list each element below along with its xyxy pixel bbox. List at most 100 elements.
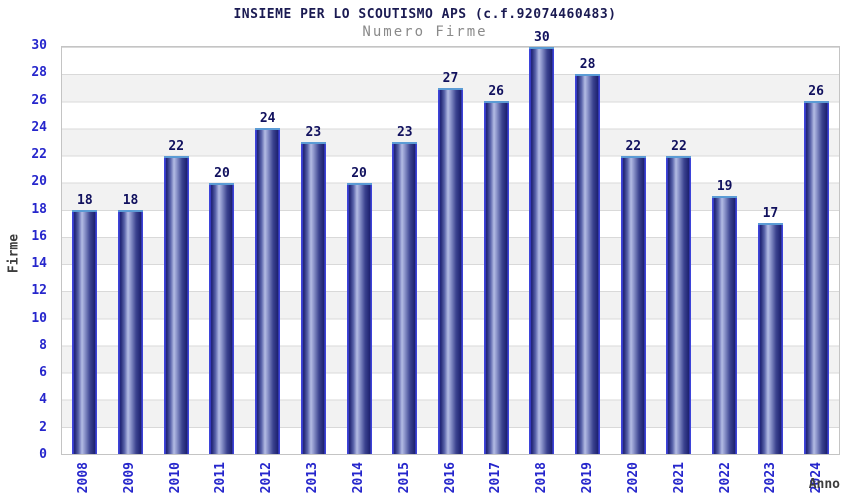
y-tick-label: 0	[39, 447, 47, 462]
bar-2022	[712, 196, 738, 454]
x-tick-label: 2009	[121, 462, 137, 494]
bar-value-label: 22	[625, 138, 642, 154]
y-tick-label: 2	[39, 419, 47, 435]
y-tick-label: 8	[39, 337, 47, 353]
x-tick-cell: 2021	[657, 456, 703, 500]
bar-2017	[483, 101, 509, 454]
y-tick-label: 18	[31, 201, 47, 217]
x-tick-cell: 2023	[748, 456, 794, 500]
x-tick-label: 2017	[488, 462, 504, 494]
bar-2010	[163, 155, 189, 454]
bar-2011	[209, 182, 235, 454]
bar-2018	[529, 47, 555, 454]
x-axis-ticks: 2008 2009 2010 2011 2012 2013 2014 2015 2016 2017…	[61, 456, 840, 500]
x-tick-cell: 2014	[336, 456, 382, 500]
x-tick-cell: 2012	[244, 456, 290, 500]
bar-value-label: 26	[808, 84, 824, 100]
bar-slot-2012: 24	[245, 112, 291, 454]
x-tick-label: 2022	[717, 462, 733, 494]
bar-value-label: 27	[442, 70, 459, 86]
x-tick-label: 2023	[763, 462, 779, 494]
bar-slot-2010: 22	[153, 138, 199, 454]
bar-2021	[666, 155, 692, 454]
bar-slot-2016: 27	[428, 70, 474, 454]
bar-2013	[300, 141, 326, 454]
bar-slot-2014: 20	[336, 165, 382, 454]
bar-value-label: 26	[488, 84, 504, 100]
bar-slot-2019: 28	[565, 58, 611, 454]
bars-container: 18 18 22 20 24 23 20 23 27 26 30 28 22 22 19 17 26	[62, 31, 839, 454]
y-tick-label: 4	[39, 392, 47, 408]
bar-slot-2015: 23	[382, 124, 428, 454]
x-tick-label: 2008	[75, 462, 91, 494]
y-tick-label: 26	[31, 92, 47, 108]
x-tick-label: 2011	[213, 462, 229, 494]
bar-value-label: 19	[716, 179, 733, 195]
x-tick-label: 2010	[167, 462, 183, 494]
x-tick-cell: 2017	[473, 456, 519, 500]
bar-2015	[392, 141, 418, 454]
bar-slot-2018: 30	[519, 31, 565, 454]
bar-value-label: 17	[762, 206, 779, 222]
x-tick-cell: 2011	[198, 456, 244, 500]
chart-subtitle: Numero Firme	[362, 24, 488, 40]
x-tick-label: 2018	[534, 462, 550, 494]
bar-slot-2022: 19	[702, 180, 748, 454]
bar-value-label: 23	[305, 124, 322, 140]
x-tick-cell: 2015	[382, 456, 428, 500]
x-tick-cell: 2019	[565, 456, 611, 500]
y-tick-label: 10	[31, 310, 47, 326]
x-tick-cell: 2008	[61, 456, 107, 500]
y-axis-ticks: 0 2 4 6 8 10 12 14 16 18 20 22 24 26 28 30	[0, 0, 61, 500]
x-tick-label: 2014	[350, 462, 366, 494]
bar-slot-2023: 17	[748, 207, 794, 454]
y-tick-label: 16	[31, 228, 47, 244]
x-tick-cell: 2018	[519, 456, 565, 500]
x-axis-title: Anno	[808, 477, 840, 492]
bar-value-label: 20	[351, 165, 367, 181]
bar-value-label: 18	[77, 192, 93, 208]
x-tick-label: 2015	[396, 462, 412, 494]
y-tick-label: 14	[31, 256, 47, 272]
bar-slot-2020: 22	[610, 138, 656, 454]
bar-2008	[72, 209, 98, 454]
bar-value-label: 20	[214, 165, 230, 181]
bar-2016	[437, 87, 463, 454]
y-tick-label: 6	[39, 365, 47, 381]
bar-slot-2024: 26	[793, 85, 839, 454]
x-tick-label: 2021	[671, 462, 687, 494]
bar-2024	[803, 101, 829, 454]
bar-2019	[575, 74, 601, 454]
x-tick-label: 2016	[442, 462, 458, 494]
bar-value-label: 18	[122, 192, 139, 208]
chart-title: INSIEME PER LO SCOUTISMO APS (c.f.920744…	[233, 7, 617, 22]
x-tick-cell: 2016	[428, 456, 474, 500]
x-tick-cell: 2020	[611, 456, 657, 500]
bar-value-label: 22	[671, 138, 687, 154]
bar-2023	[757, 223, 783, 454]
y-tick-label: 28	[31, 65, 47, 81]
y-tick-label: 20	[31, 174, 47, 190]
y-tick-label: 22	[31, 147, 47, 163]
x-tick-cell: 2022	[703, 456, 749, 500]
x-tick-label: 2020	[625, 462, 641, 494]
x-tick-cell: 2010	[153, 456, 199, 500]
bar-value-label: 23	[396, 124, 413, 140]
bar-value-label: 28	[579, 57, 596, 73]
bar-slot-2017: 26	[473, 85, 519, 454]
x-tick-label: 2013	[305, 462, 321, 494]
bar-slot-2011: 20	[199, 165, 245, 454]
bar-value-label: 22	[168, 138, 185, 154]
bar-value-label: 30	[534, 30, 550, 45]
y-tick-label: 24	[31, 119, 47, 135]
bar-value-label: 24	[259, 111, 276, 127]
x-tick-label: 2012	[259, 462, 275, 494]
bar-slot-2008: 18	[62, 192, 108, 454]
bar-slot-2013: 23	[291, 124, 337, 454]
x-tick-cell: 2009	[107, 456, 153, 500]
bar-slot-2009: 18	[108, 192, 154, 454]
y-tick-label: 12	[31, 283, 47, 299]
bar-2020	[620, 155, 646, 454]
bar-2009	[118, 209, 144, 454]
bar-slot-2021: 22	[656, 138, 702, 454]
